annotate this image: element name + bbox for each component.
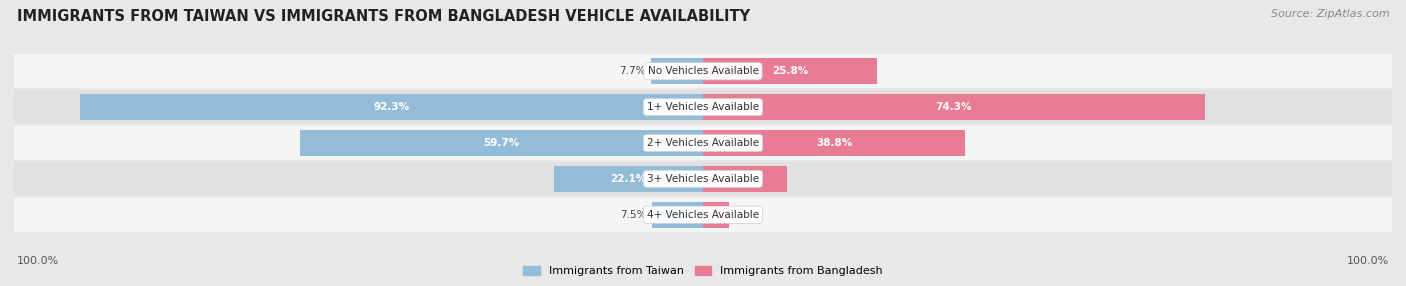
Bar [299, 130, 703, 156]
Text: 7.5%: 7.5% [620, 210, 647, 220]
Text: IMMIGRANTS FROM TAIWAN VS IMMIGRANTS FROM BANGLADESH VEHICLE AVAILABILITY: IMMIGRANTS FROM TAIWAN VS IMMIGRANTS FRO… [17, 9, 749, 23]
Text: 38.8%: 38.8% [815, 138, 852, 148]
Text: 100.0%: 100.0% [1347, 256, 1389, 266]
Bar [651, 58, 703, 84]
Text: 25.8%: 25.8% [772, 66, 808, 76]
Text: 12.5%: 12.5% [727, 174, 763, 184]
Text: No Vehicles Available: No Vehicles Available [648, 66, 758, 76]
Legend: Immigrants from Taiwan, Immigrants from Bangladesh: Immigrants from Taiwan, Immigrants from … [519, 261, 887, 281]
Bar [703, 202, 730, 228]
Text: 74.3%: 74.3% [935, 102, 972, 112]
Bar [0, 53, 1406, 89]
Bar [703, 130, 965, 156]
Bar [80, 94, 703, 120]
Text: 100.0%: 100.0% [17, 256, 59, 266]
Bar [0, 161, 1406, 197]
Text: 59.7%: 59.7% [484, 138, 519, 148]
Bar [0, 197, 1406, 233]
Bar [554, 166, 703, 192]
Text: 7.7%: 7.7% [619, 66, 645, 76]
Text: 2+ Vehicles Available: 2+ Vehicles Available [647, 138, 759, 148]
Text: 22.1%: 22.1% [610, 174, 647, 184]
Bar [703, 94, 1205, 120]
Bar [703, 166, 787, 192]
Bar [703, 58, 877, 84]
Text: 3+ Vehicles Available: 3+ Vehicles Available [647, 174, 759, 184]
Text: 92.3%: 92.3% [373, 102, 409, 112]
Text: Source: ZipAtlas.com: Source: ZipAtlas.com [1271, 9, 1389, 19]
Text: 3.9%: 3.9% [735, 210, 761, 220]
Bar [652, 202, 703, 228]
Text: 4+ Vehicles Available: 4+ Vehicles Available [647, 210, 759, 220]
Bar [0, 89, 1406, 125]
Bar [0, 125, 1406, 161]
Text: 1+ Vehicles Available: 1+ Vehicles Available [647, 102, 759, 112]
